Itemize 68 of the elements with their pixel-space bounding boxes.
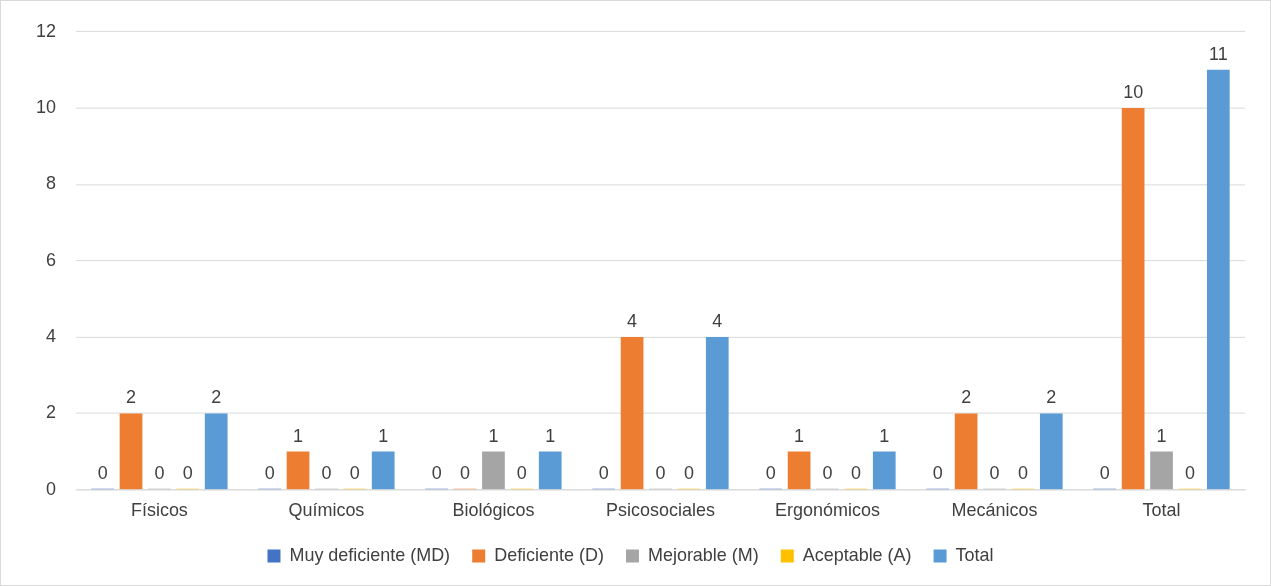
data-label: 0	[321, 462, 332, 483]
data-label: 0	[516, 462, 527, 483]
x-tick-label: Ergonómicos	[775, 500, 880, 521]
y-tick-label: 12	[35, 20, 56, 41]
x-tick-label: Biológicos	[452, 500, 535, 521]
data-label: 2	[1046, 387, 1057, 408]
data-label: 2	[126, 387, 137, 408]
y-tick-label: 10	[35, 97, 56, 117]
data-label: 1	[293, 425, 304, 446]
y-tick-label: 0	[45, 478, 56, 499]
legend-label: Muy deficiente (MD)	[289, 545, 451, 566]
data-label: 0	[655, 462, 666, 483]
y-tick-label: 8	[45, 173, 56, 194]
data-label: 0	[264, 462, 275, 483]
bar	[787, 451, 811, 490]
data-label: 4	[627, 311, 638, 332]
x-tick-label: Psicosociales	[606, 500, 715, 521]
data-label: 0	[97, 462, 108, 483]
data-label: 0	[598, 462, 609, 483]
data-label: 0	[349, 462, 360, 483]
data-label: 4	[712, 311, 723, 332]
data-label: 0	[1099, 462, 1110, 483]
bar	[1039, 413, 1063, 490]
data-label: 1	[879, 425, 890, 446]
legend-label: Mejorable (M)	[647, 545, 759, 566]
legend-label: Deficiente (D)	[494, 545, 604, 566]
data-label: 1	[488, 425, 499, 446]
legend-label: Aceptable (A)	[802, 545, 912, 566]
x-tick-label: Químicos	[288, 500, 365, 521]
data-label: 2	[211, 387, 222, 408]
data-label: 0	[822, 462, 833, 483]
data-label: 0	[431, 462, 442, 483]
y-tick-label: 2	[45, 402, 56, 423]
data-label: 0	[460, 462, 471, 483]
data-label: 0	[932, 462, 943, 483]
legend-label: Total	[955, 545, 994, 566]
x-tick-label: Total	[1142, 500, 1181, 521]
data-label: 0	[765, 462, 776, 483]
x-tick-label: Mecánicos	[951, 500, 1038, 521]
bar	[1121, 108, 1145, 490]
data-label: 0	[683, 462, 694, 483]
bar	[872, 451, 896, 490]
data-label: 11	[1209, 43, 1228, 64]
bar	[482, 451, 505, 490]
bar	[119, 413, 143, 490]
data-label: 1	[545, 425, 556, 446]
data-label: 0	[1184, 462, 1195, 483]
data-label: 0	[850, 462, 861, 483]
data-label: 0	[154, 462, 165, 483]
bar	[620, 337, 644, 490]
bar	[538, 451, 562, 490]
bar	[954, 413, 978, 490]
data-label: 10	[1123, 82, 1144, 103]
data-label: 0	[1017, 462, 1028, 483]
data-label: 1	[1156, 425, 1167, 446]
x-tick-label: Físicos	[130, 500, 188, 521]
y-tick-label: 4	[45, 326, 56, 346]
data-label: 1	[794, 425, 805, 446]
data-label: 2	[961, 387, 972, 408]
bar	[204, 413, 228, 490]
bar	[1150, 451, 1173, 490]
data-label: 0	[989, 462, 1000, 483]
bar	[371, 451, 395, 490]
bar	[286, 451, 310, 490]
y-tick-label: 6	[45, 249, 56, 270]
data-label: 1	[378, 425, 389, 446]
bar	[705, 337, 729, 490]
data-label: 0	[182, 462, 193, 483]
